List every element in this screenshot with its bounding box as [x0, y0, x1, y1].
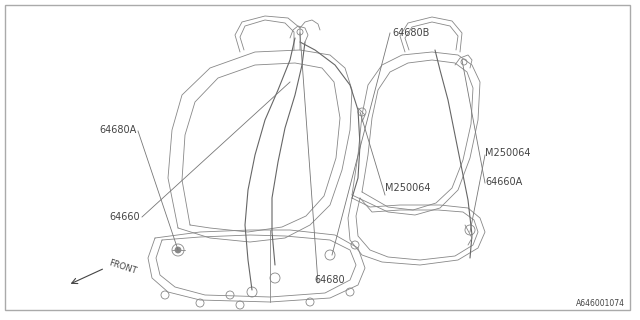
Circle shape	[175, 247, 181, 253]
Text: A646001074: A646001074	[576, 299, 625, 308]
Text: 64680A: 64680A	[100, 125, 137, 135]
Text: M250064: M250064	[385, 183, 431, 193]
Text: 64660: 64660	[109, 212, 140, 222]
Text: 64660A: 64660A	[485, 177, 522, 187]
Text: 64680B: 64680B	[392, 28, 429, 38]
Text: 64680: 64680	[315, 275, 346, 285]
Text: M250064: M250064	[485, 148, 531, 158]
Text: FRONT: FRONT	[108, 258, 138, 276]
